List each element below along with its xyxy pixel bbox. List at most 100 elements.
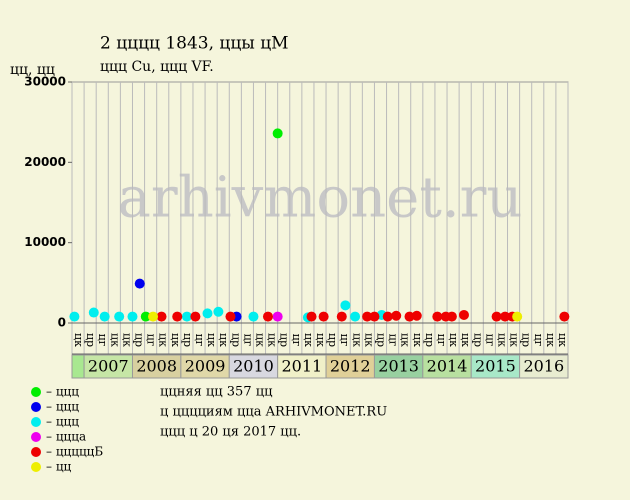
quarter-label: цг	[145, 334, 158, 347]
quarter-label: цк	[108, 333, 121, 347]
data-point	[172, 311, 183, 322]
year-cell	[71, 354, 85, 379]
quarter-label: цк	[169, 333, 182, 347]
y-tick-label: 10000	[24, 235, 66, 249]
data-point	[225, 311, 236, 322]
quarter-label: цг	[387, 334, 400, 347]
quarter-label: цр	[133, 333, 146, 347]
data-point	[272, 128, 283, 139]
data-point	[350, 311, 361, 322]
year-label: 2008	[136, 357, 177, 376]
data-point	[127, 311, 138, 322]
y-tick-label: 0	[58, 316, 66, 330]
quarter-label: цк	[314, 333, 327, 347]
legend-marker	[31, 417, 41, 427]
data-point	[306, 311, 317, 322]
legend-label: – ццц	[46, 415, 79, 429]
y-axis-label: цц, цц	[10, 62, 55, 78]
legend-label: – ццц	[46, 400, 79, 414]
legend-marker	[31, 447, 41, 457]
quarter-label: цг	[193, 334, 206, 347]
quarter-label: цг	[241, 334, 254, 347]
data-point	[181, 311, 192, 322]
data-point	[213, 306, 224, 317]
quarter-label: цк	[157, 333, 170, 347]
data-point	[202, 308, 213, 319]
quarter-label: цр	[374, 333, 387, 347]
quarter-label: цк	[217, 333, 230, 347]
legend-label: – цц	[46, 460, 72, 474]
data-point	[134, 278, 145, 289]
data-point	[362, 311, 373, 322]
year-cell	[519, 354, 569, 379]
chart-title: 2 цццц 1843, ццы цM	[100, 34, 289, 54]
quarter-label: цк	[266, 333, 279, 347]
quarter-label: цг	[290, 334, 303, 347]
note: ццц ц 20 ця 2017 цц.	[160, 425, 301, 440]
quarter-label: цг	[96, 334, 109, 347]
legend-marker	[31, 402, 41, 412]
quarter-label: цр	[471, 333, 484, 347]
quarter-label: цк	[411, 333, 424, 347]
year-label: 2014	[427, 357, 468, 376]
quarter-label: цк	[544, 333, 557, 347]
quarter-label: цк	[447, 333, 460, 347]
data-point	[411, 310, 422, 321]
data-point	[559, 311, 570, 322]
year-label: 2015	[475, 357, 516, 376]
year-label: 2009	[185, 357, 226, 376]
year-label: 2013	[378, 357, 419, 376]
data-point	[432, 311, 443, 322]
data-point	[491, 311, 502, 322]
data-point	[140, 311, 151, 322]
data-point	[512, 311, 523, 322]
data-point	[148, 311, 159, 322]
legend-marker	[31, 462, 41, 472]
note: ццняя цц 357 цц	[160, 385, 272, 400]
legend-marker	[31, 432, 41, 442]
quarter-label: цк	[72, 333, 85, 347]
quarter-label: цг	[532, 334, 545, 347]
data-point	[446, 311, 457, 322]
data-point	[318, 311, 329, 322]
quarter-label: цк	[459, 333, 472, 347]
quarter-label: цг	[338, 334, 351, 347]
quarter-label: цк	[508, 333, 521, 347]
data-point	[500, 311, 511, 322]
quarter-label: цр	[181, 333, 194, 347]
watermark: arhivmonet.ru	[118, 166, 523, 231]
data-point	[458, 309, 469, 320]
year-label: 2010	[233, 357, 274, 376]
data-point	[391, 310, 402, 321]
quarter-label: цр	[423, 333, 436, 347]
chart-subtitle: ццц Cu, ццц VF.	[100, 59, 214, 75]
year-label: 2007	[88, 357, 129, 376]
data-point	[340, 300, 351, 311]
quarter-label: цг	[483, 334, 496, 347]
quarter-label: цк	[254, 333, 267, 347]
quarter-label: цр	[229, 333, 242, 347]
quarter-label: цк	[302, 333, 315, 347]
quarter-label: цк	[556, 333, 569, 347]
quarter-label: цк	[350, 333, 363, 347]
note: ц цццциям цца ARHIVMONET.RU	[160, 405, 387, 420]
data-point	[382, 311, 393, 322]
quarter-label: цр	[520, 333, 533, 347]
quarter-label: цк	[399, 333, 412, 347]
quarter-label: цг	[435, 334, 448, 347]
data-point	[369, 311, 380, 322]
legend-label: – ццц	[46, 385, 79, 399]
data-point	[69, 311, 80, 322]
data-point	[190, 311, 201, 322]
legend-marker	[31, 387, 41, 397]
year-label: 2011	[281, 357, 322, 376]
data-point	[404, 311, 415, 322]
data-point	[336, 311, 347, 322]
quarter-label: цк	[495, 333, 508, 347]
y-tick-label: 20000	[24, 155, 66, 169]
quarter-label: цк	[362, 333, 375, 347]
year-label: 2012	[330, 357, 371, 376]
quarter-label: цр	[84, 333, 97, 347]
data-point	[248, 311, 259, 322]
